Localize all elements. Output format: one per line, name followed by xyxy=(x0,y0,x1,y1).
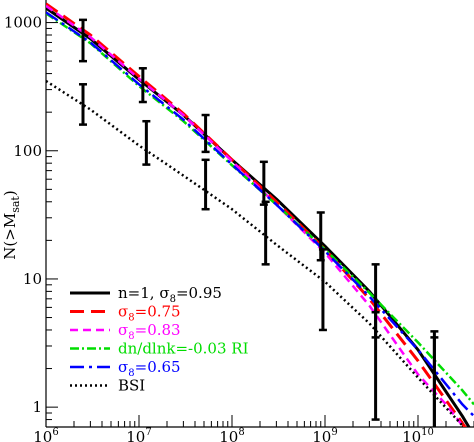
x-tick-label: 1010 xyxy=(402,427,434,442)
series-line-n1 xyxy=(46,6,471,427)
legend-label-dndlnk: dn/dlnk=-0.03 RI xyxy=(118,340,249,358)
x-tick-label: 108 xyxy=(219,427,244,442)
series-line-s083 xyxy=(46,4,466,427)
series-line-s065 xyxy=(46,11,474,418)
series-line-dndlnk xyxy=(46,12,474,406)
legend-label-bsi: BSI xyxy=(118,377,145,395)
legend: n=1, σ8=0.95σ8=0.75σ8=0.83dn/dlnk=-0.03 … xyxy=(70,284,249,395)
y-tick-label: 10 xyxy=(23,270,42,288)
legend-label-s083: σ8=0.83 xyxy=(118,321,181,342)
y-tick-label: 1000 xyxy=(4,14,42,32)
x-tick-label: 106 xyxy=(33,427,58,442)
legend-label-s065: σ8=0.65 xyxy=(118,358,181,379)
x-tick-label: 107 xyxy=(126,427,151,442)
tick-labels: 106 107 108 109 1010 1 10 100 1000 xyxy=(4,14,434,442)
series-line-s075 xyxy=(46,2,467,427)
y-axis-label: N(>Msat) xyxy=(1,190,22,259)
error-bars xyxy=(79,18,439,427)
legend-label-n1: n=1, σ8=0.95 xyxy=(118,284,222,305)
axis-ticks xyxy=(45,22,474,428)
series-lines xyxy=(46,2,474,427)
y-tick-label: 100 xyxy=(13,142,42,160)
x-tick-label: 109 xyxy=(312,427,337,442)
series-line-bsi xyxy=(46,79,464,427)
legend-label-s075: σ8=0.75 xyxy=(118,303,181,324)
y-tick-label: 1 xyxy=(32,398,42,416)
